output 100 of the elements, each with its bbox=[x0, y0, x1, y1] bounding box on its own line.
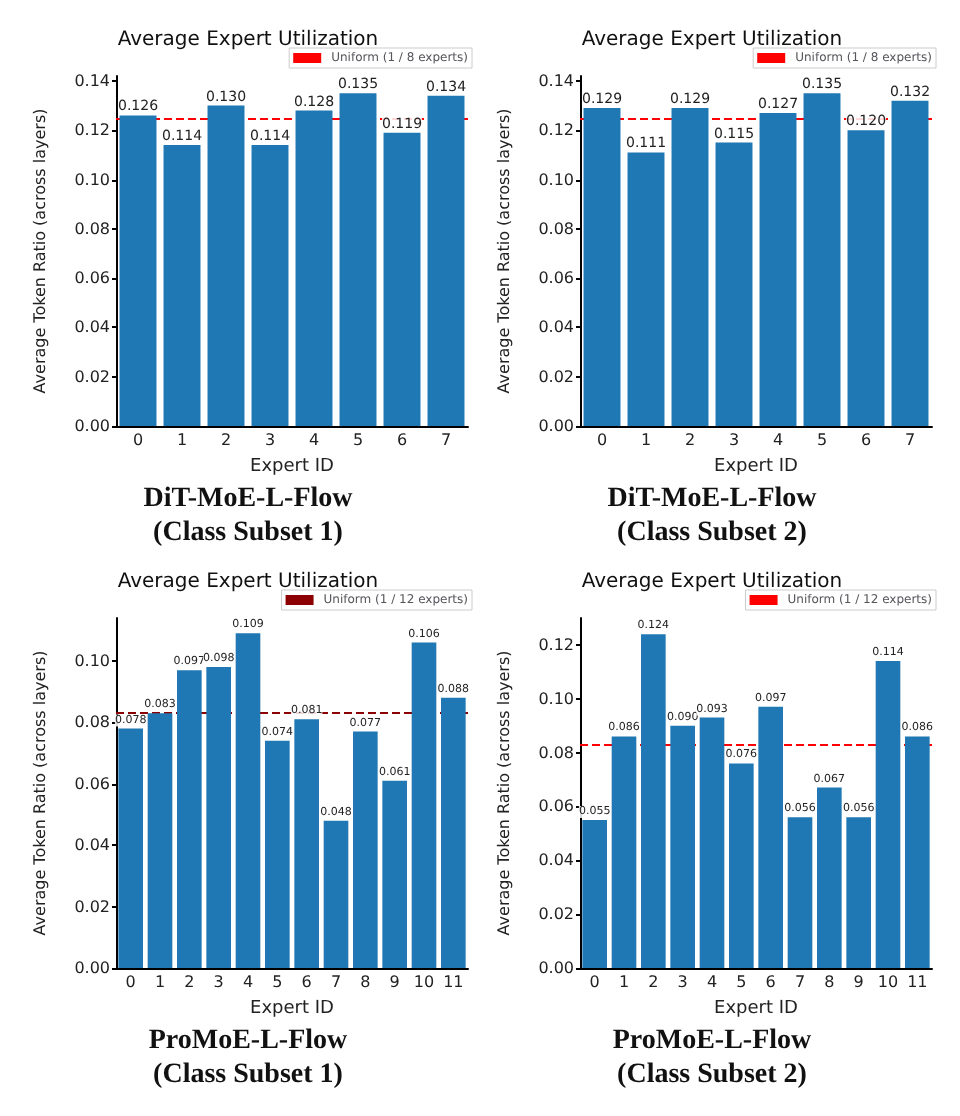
y-tick-label: 0.06 bbox=[538, 269, 574, 288]
y-tick-label: 0.06 bbox=[74, 269, 110, 288]
x-tick-label: 3 bbox=[728, 431, 740, 449]
x-tick-label: 5 bbox=[352, 431, 364, 449]
bar bbox=[905, 736, 930, 968]
x-tick-label: 0 bbox=[125, 973, 136, 991]
x-tick-label: 3 bbox=[677, 973, 688, 991]
x-tick-label: 6 bbox=[396, 431, 408, 449]
y-tick-label: 0.04 bbox=[538, 851, 574, 870]
bar bbox=[235, 633, 261, 968]
x-tick-label: 7 bbox=[330, 973, 342, 991]
x-tick-label: 0 bbox=[132, 431, 144, 449]
bar bbox=[787, 817, 813, 968]
y-tick-label: 0.02 bbox=[74, 367, 110, 386]
x-tick-label: 2 bbox=[684, 431, 696, 449]
y-tick-label: 0.08 bbox=[74, 713, 110, 732]
text: ProMoE-L-Flow (Class Subset 2) bbox=[612, 1026, 814, 1090]
y-tick-label: 0.08 bbox=[74, 219, 110, 238]
y-tick-label: 0.10 bbox=[74, 170, 110, 189]
y-tick-label: 0.10 bbox=[538, 170, 574, 189]
y-tick-label: 0.12 bbox=[74, 121, 110, 140]
bar bbox=[759, 112, 797, 426]
y-tick-label: 0.04 bbox=[74, 318, 110, 337]
x-tick-label: 0 bbox=[596, 431, 608, 449]
x-tick-label: 9 bbox=[389, 973, 400, 991]
bar bbox=[427, 95, 465, 426]
bar bbox=[641, 634, 666, 968]
y-axis-title: Average Token Ratio (across layers) bbox=[31, 650, 49, 936]
y-tick-label: 0.12 bbox=[538, 121, 574, 140]
x-tick-label: 1 bbox=[640, 431, 652, 449]
bar bbox=[670, 725, 695, 968]
x-tick-label: 8 bbox=[360, 973, 371, 991]
x-tick-label: 10 bbox=[413, 973, 435, 991]
y-tick-label: 0.06 bbox=[538, 797, 574, 816]
x-tick-label: 7 bbox=[794, 973, 806, 991]
x-tick-label: 2 bbox=[648, 973, 659, 991]
y-tick-label: 0.12 bbox=[538, 635, 574, 654]
chart-title: Average Expert Utilization bbox=[117, 29, 379, 51]
x-tick-label: 7 bbox=[904, 431, 916, 449]
bar bbox=[847, 130, 885, 426]
y-tick-label: 0.14 bbox=[74, 71, 110, 90]
bar bbox=[875, 661, 901, 968]
y-tick-label: 0.04 bbox=[74, 836, 110, 855]
chart-title: Average Expert Utilization bbox=[581, 571, 843, 593]
x-tick-label: 2 bbox=[220, 431, 232, 449]
x-tick-label: 4 bbox=[242, 973, 254, 991]
bar bbox=[803, 93, 841, 426]
x-tick-label: 1 bbox=[154, 973, 166, 991]
bar bbox=[699, 717, 725, 968]
y-tick-label: 0.08 bbox=[538, 219, 574, 238]
chart-title: Average Expert Utilization bbox=[581, 29, 843, 51]
bar bbox=[323, 820, 349, 968]
bar bbox=[441, 697, 466, 968]
x-tick-label: 4 bbox=[706, 973, 718, 991]
x-tick-label: 5 bbox=[736, 973, 747, 991]
bar bbox=[265, 740, 290, 968]
bar bbox=[583, 108, 621, 426]
bar bbox=[611, 736, 637, 968]
bar bbox=[118, 728, 143, 968]
bar bbox=[207, 105, 245, 426]
bar bbox=[206, 667, 231, 968]
x-axis-title: Expert ID bbox=[250, 998, 335, 1019]
x-tick-label: 9 bbox=[853, 973, 864, 991]
bar bbox=[177, 670, 202, 968]
x-tick-label: 5 bbox=[272, 973, 283, 991]
bar bbox=[582, 819, 607, 968]
bar bbox=[147, 713, 173, 968]
x-tick-label: 6 bbox=[301, 973, 312, 991]
x-tick-label: 11 bbox=[443, 973, 464, 991]
y-tick-label: 0.00 bbox=[74, 959, 110, 977]
bar bbox=[817, 787, 842, 968]
bar bbox=[163, 145, 201, 426]
x-tick-label: 10 bbox=[877, 973, 899, 991]
y-tick-label: 0.00 bbox=[74, 417, 110, 435]
bar bbox=[891, 100, 929, 426]
x-axis-title: Expert ID bbox=[714, 456, 799, 477]
bar bbox=[715, 142, 753, 426]
bar bbox=[294, 719, 319, 968]
x-tick-label: 8 bbox=[824, 973, 835, 991]
y-axis-title: Average Token Ratio (across layers) bbox=[31, 108, 49, 394]
x-axis-title: Expert ID bbox=[250, 456, 335, 477]
x-tick-label: 4 bbox=[772, 431, 784, 449]
bar bbox=[251, 145, 289, 426]
bar bbox=[119, 115, 157, 426]
x-tick-label: 11 bbox=[907, 973, 928, 991]
y-tick-label: 0.08 bbox=[538, 743, 574, 762]
bar bbox=[846, 817, 871, 968]
x-tick-label: 5 bbox=[816, 431, 828, 449]
text: DiT-MoE-L-Flow (Class Subset 2) bbox=[607, 484, 819, 548]
x-tick-label: 6 bbox=[860, 431, 872, 449]
x-tick-label: 6 bbox=[765, 973, 776, 991]
x-tick-label: 7 bbox=[440, 431, 452, 449]
bar bbox=[411, 642, 437, 968]
y-tick-label: 0.02 bbox=[538, 367, 574, 386]
y-tick-label: 0.02 bbox=[538, 905, 574, 924]
y-tick-label: 0.04 bbox=[538, 318, 574, 337]
bar bbox=[339, 93, 377, 426]
x-tick-label: 3 bbox=[264, 431, 276, 449]
bar bbox=[382, 780, 407, 968]
bar bbox=[758, 706, 783, 968]
